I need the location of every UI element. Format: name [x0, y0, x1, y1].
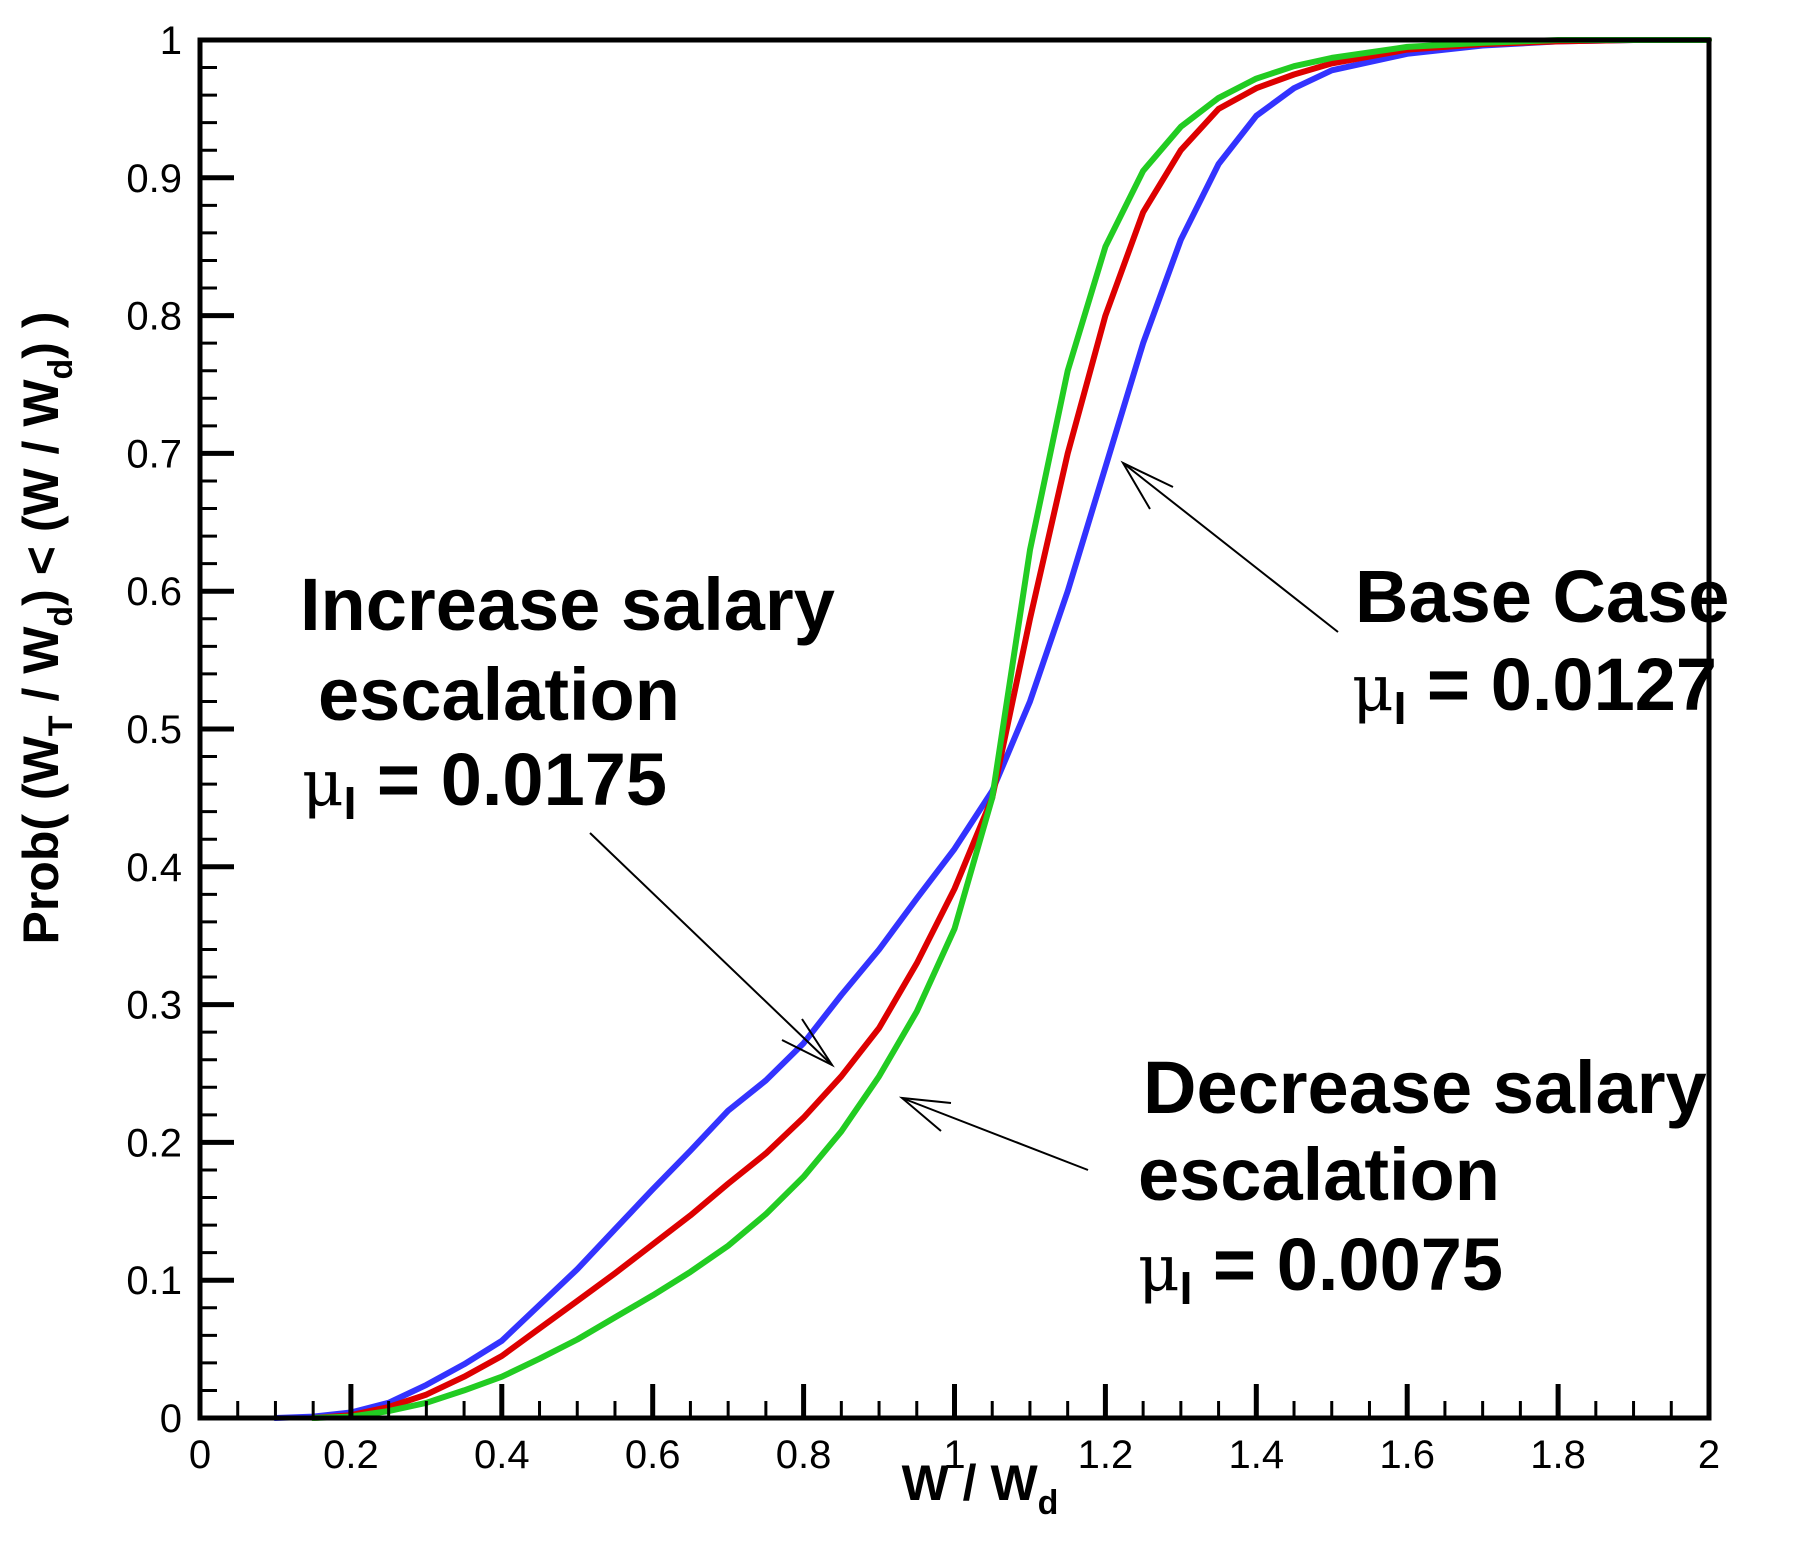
series-layer: [272, 37, 1712, 1421]
arrow-decrease: [898, 1096, 1089, 1171]
y-tick-label: 0.7: [126, 432, 182, 476]
x-tick-label: 0: [189, 1433, 211, 1477]
arrow-increase: [589, 832, 835, 1068]
annotation-base-mu: μI = 0.0127: [1352, 643, 1717, 734]
arrow-base: [1120, 460, 1339, 633]
mu-symbol: μ: [1352, 652, 1394, 726]
y-tick-label: 0.1: [126, 1259, 182, 1303]
y-tick-label: 0.6: [126, 570, 182, 614]
annotation-increase: Increase salary escalation μI = 0.0175: [300, 563, 835, 829]
annotation-decrease-line2: escalation: [1138, 1133, 1500, 1216]
annotation-decrease-line1: Decrease salary: [1143, 1046, 1707, 1129]
annotation-decrease-mu: μI = 0.0075: [1138, 1223, 1503, 1314]
annotation-increase-mu: μI = 0.0175: [302, 738, 667, 829]
x-axis-title-subscript: d: [1038, 1484, 1059, 1522]
x-tick-label: 1: [943, 1433, 965, 1477]
y-tick-label: 0.8: [126, 295, 182, 339]
y-tick-label: 0.2: [126, 1121, 182, 1165]
y-tick-label: 1: [160, 19, 182, 63]
y-tick-label: 0.4: [126, 846, 182, 890]
x-tick-label: 1.2: [1078, 1433, 1134, 1477]
annotation-decrease: Decrease salary escalation μI = 0.0075: [1138, 1046, 1707, 1314]
y-tick-label: 0.9: [126, 157, 182, 201]
x-tick-label: 0.8: [776, 1433, 832, 1477]
y-tick-label: 0.5: [126, 708, 182, 752]
annotation-base-line1: Base Case: [1355, 555, 1729, 638]
y-tick-label: 0: [160, 1397, 182, 1441]
annotation-arrows: [589, 460, 1339, 1171]
series-line-decrease: [310, 37, 1712, 1421]
x-tick-label: 1.4: [1228, 1433, 1284, 1477]
annotation-increase-line2: escalation: [318, 653, 680, 736]
annotation-base: Base Case μI = 0.0127: [1352, 555, 1729, 734]
y-axis-title: Prob( (WT / Wd) < (W / Wd) ): [13, 311, 80, 944]
mu-symbol: μ: [302, 747, 344, 821]
x-tick-label: 0.6: [625, 1433, 681, 1477]
y-tick-label: 0.3: [126, 984, 182, 1028]
annotation-increase-line1: Increase salary: [300, 563, 835, 646]
series-line-base: [310, 37, 1712, 1421]
x-tick-label: 0.2: [323, 1433, 379, 1477]
series-line-increase: [272, 37, 1712, 1421]
x-tick-label: 2: [1698, 1433, 1720, 1477]
x-axis-title: W / Wd: [902, 1455, 1059, 1522]
mu-symbol: μ: [1138, 1232, 1180, 1306]
x-tick-label: 1.8: [1530, 1433, 1586, 1477]
x-tick-label: 0.4: [474, 1433, 530, 1477]
x-tick-label: 1.6: [1379, 1433, 1435, 1477]
tick-labels: 0 0.2 0.4 0.6 0.8 1 1.2 1.4 1.6 1.8 2 0 0.1 0.2 0.3 0.4…: [126, 19, 1720, 1477]
plot-frame: [197, 37, 1712, 1421]
